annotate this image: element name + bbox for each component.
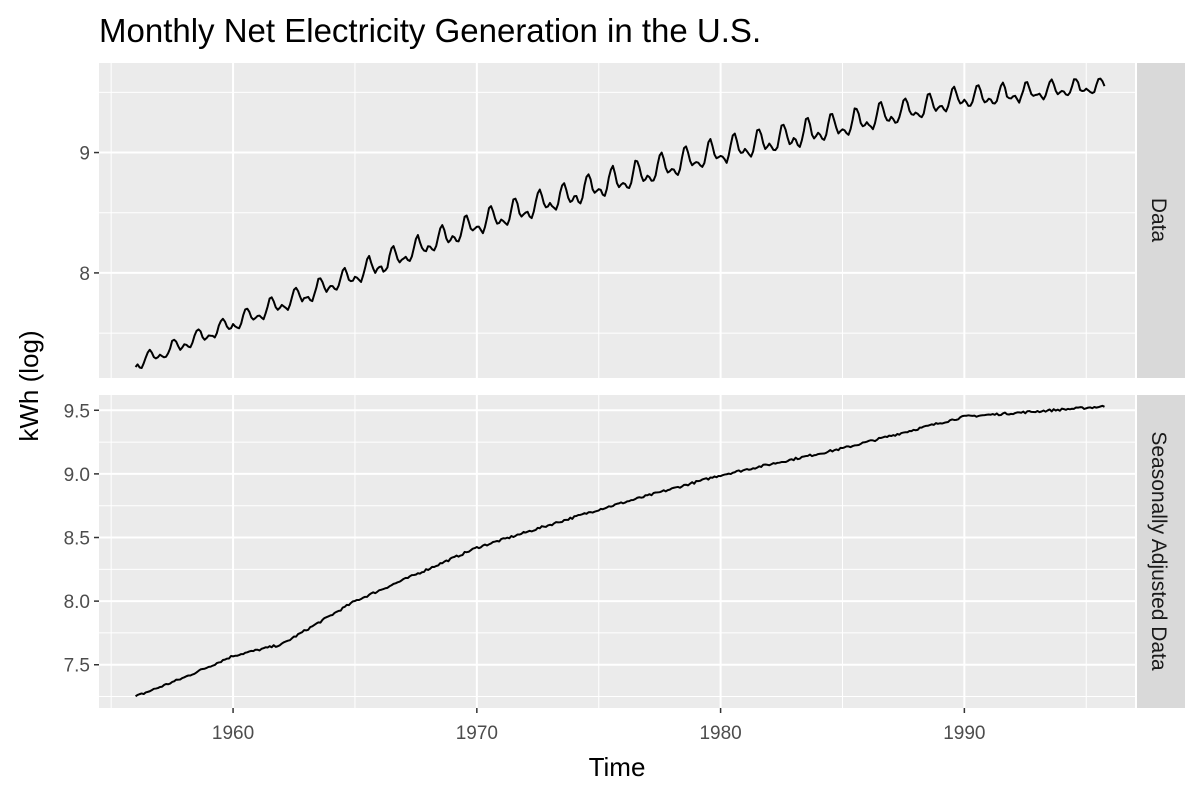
- panel-background: [99, 63, 1135, 378]
- y-tick-label: 9.0: [64, 465, 90, 486]
- y-tick-label: 9.5: [64, 401, 90, 422]
- panel-seasonally-adjusted: 7.5 8.0 8.5 9.0 9.5 Seasonally Adjusted Data: [64, 395, 1185, 708]
- y-tick-label: 8.5: [64, 529, 90, 550]
- x-tick-label: 1970: [456, 723, 498, 744]
- strip-background: [1137, 63, 1185, 378]
- y-tick-label: 8: [79, 264, 90, 285]
- x-axis-ticks: 1960 1970 1980 1990: [212, 708, 986, 744]
- strip-label-seasonally-adjusted: Seasonally Adjusted Data: [1147, 431, 1170, 671]
- x-tick-label: 1980: [699, 723, 741, 744]
- panel-background: [99, 395, 1135, 708]
- series-line-seasonally-adjusted: [135, 404, 1105, 698]
- x-tick-label: 1990: [943, 723, 985, 744]
- series-line-data: [134, 77, 1106, 369]
- y-tick-label: 7.5: [64, 656, 90, 677]
- y-tick-label: 9: [79, 144, 90, 165]
- gridlines: [99, 63, 1135, 378]
- y-axis-ticks: 89: [79, 144, 99, 285]
- panel-data: 89 Data: [79, 63, 1185, 378]
- y-axis-title: kWh (log): [14, 330, 44, 441]
- x-tick-label: 1960: [212, 723, 254, 744]
- chart-title: Monthly Net Electricity Generation in th…: [99, 12, 761, 49]
- strip-label-data: Data: [1147, 198, 1170, 243]
- y-axis-ticks: 7.5 8.0 8.5 9.0 9.5: [64, 401, 99, 677]
- y-tick-label: 8.0: [64, 592, 90, 613]
- strip-background: [1137, 395, 1185, 708]
- x-axis-title: Time: [589, 752, 646, 782]
